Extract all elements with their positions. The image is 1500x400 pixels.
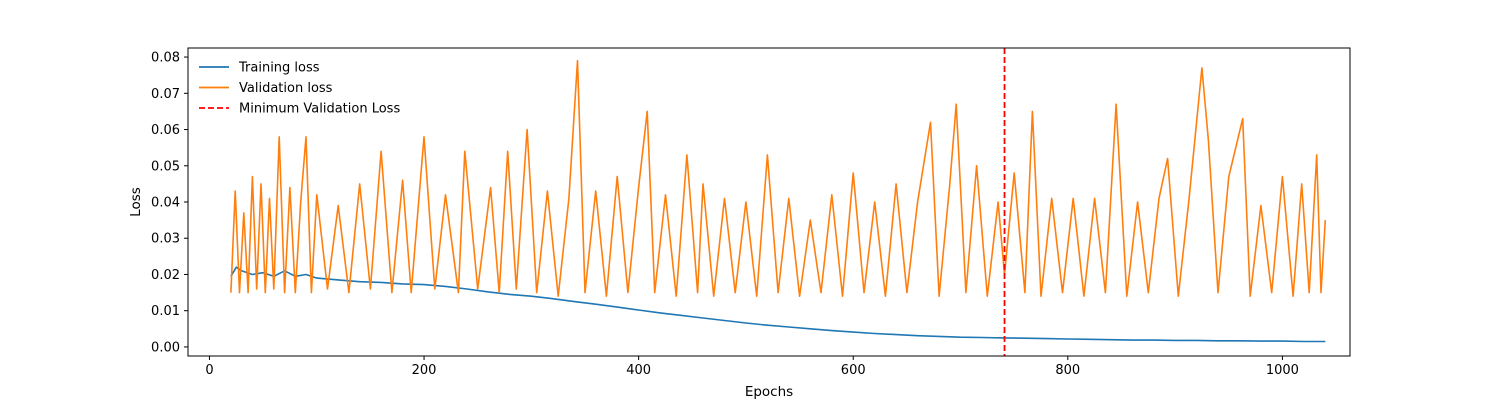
- legend: Training loss Validation loss Minimum Va…: [199, 61, 400, 117]
- y-tick-label: 0.07: [151, 87, 180, 102]
- x-tick-label: 400: [626, 363, 651, 378]
- legend-label-training-loss: Training loss: [238, 61, 320, 76]
- legend-label-min-validation-loss: Minimum Validation Loss: [239, 102, 400, 117]
- y-tick-label: 0.02: [151, 268, 180, 283]
- y-tick-label: 0.03: [151, 232, 180, 247]
- x-tick-label: 800: [1055, 363, 1080, 378]
- y-tick-label: 0.06: [151, 123, 180, 138]
- x-tick-label: 600: [841, 363, 866, 378]
- x-tick-label: 0: [205, 363, 213, 378]
- x-tick-label: 200: [412, 363, 437, 378]
- y-tick-label: 0.05: [151, 159, 180, 174]
- y-axis: 0.00 0.01 0.02 0.03 0.04 0.05 0.06 0.07 0.08: [151, 51, 188, 355]
- y-tick-label: 0.04: [151, 196, 180, 211]
- y-tick-label: 0.00: [151, 340, 180, 355]
- legend-label-validation-loss: Validation loss: [239, 81, 333, 96]
- y-axis-label: Loss: [128, 187, 144, 217]
- series-line-training-loss: [230, 266, 1326, 343]
- x-axis: 0 200 400 600 800 1000: [205, 356, 1299, 378]
- plot-area: [230, 48, 1327, 356]
- y-tick-label: 0.08: [151, 51, 180, 66]
- series-line-validation-loss: [230, 59, 1327, 298]
- y-tick-label: 0.01: [151, 304, 180, 319]
- x-axis-label: Epochs: [745, 384, 793, 400]
- x-tick-label: 1000: [1266, 363, 1299, 378]
